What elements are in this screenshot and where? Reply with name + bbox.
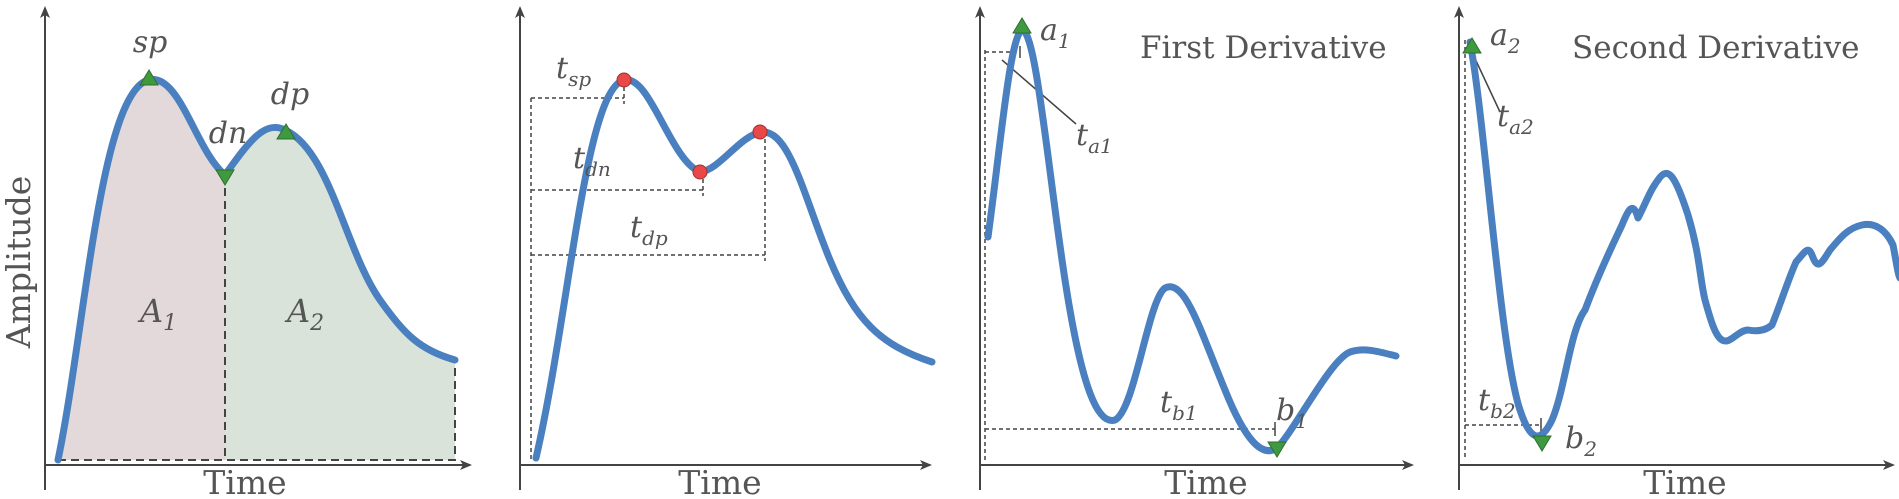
tb1-label: tb1	[1160, 385, 1198, 425]
sp-dot	[616, 72, 632, 88]
b1-marker	[1267, 441, 1287, 458]
area-a2-label: A2	[284, 292, 324, 336]
dn-marker	[215, 169, 235, 186]
tdn-label: tdn	[573, 141, 611, 181]
dn-dot	[692, 164, 708, 180]
dn-label: dn	[209, 116, 248, 151]
tsp-label: tsp	[556, 51, 591, 91]
b2-marker	[1532, 435, 1552, 452]
second-derivative-curve	[1466, 38, 1899, 440]
tdp-label: tdp	[630, 210, 668, 250]
panel-title: Second Derivative	[1572, 30, 1859, 66]
x-axis-label: Time	[1164, 463, 1247, 499]
a1-marker	[1012, 17, 1032, 34]
b2-label: b2	[1565, 421, 1597, 461]
pulse-curve	[532, 76, 936, 462]
panel-title: First Derivative	[1140, 30, 1387, 66]
area-a1-fill	[58, 79, 225, 461]
tb2-label: tb2	[1478, 383, 1516, 423]
b1-label: b1	[1276, 393, 1308, 433]
dp-marker	[276, 123, 296, 140]
ta2-label: ta2	[1497, 99, 1534, 139]
x-axis-label: Time	[203, 463, 286, 499]
panel-3-first-derivative: a1 ta1 tb1 b1 First Derivative Time	[975, 6, 1414, 499]
x-axis-label: Time	[678, 463, 761, 499]
derivative-curve	[984, 26, 1400, 455]
area-a1-label: A1	[137, 292, 177, 336]
panel-1-pulse-areas: sp dn dp A1 A2 Amplitude Time	[0, 6, 472, 499]
sp-marker	[139, 69, 159, 86]
area-boundary	[58, 360, 456, 461]
dp-dot	[752, 124, 768, 140]
pulse-curve	[54, 76, 459, 464]
x-axis-label: Time	[1643, 463, 1726, 499]
area-a2-fill	[225, 127, 455, 460]
dp-label: dp	[271, 77, 309, 112]
panel-2-pulse-timing: tsp tdn tdp Time	[515, 6, 936, 499]
a1-label: a1	[1040, 13, 1071, 53]
ta1-label: ta1	[1076, 118, 1113, 158]
panel-4-second-derivative: a2 ta2 tb2 b2 Second Derivative Time	[1454, 6, 1899, 499]
sp-label: sp	[133, 25, 168, 60]
a2-marker	[1462, 37, 1482, 54]
y-axis-label: Amplitude	[0, 176, 38, 350]
a2-label: a2	[1490, 18, 1521, 58]
